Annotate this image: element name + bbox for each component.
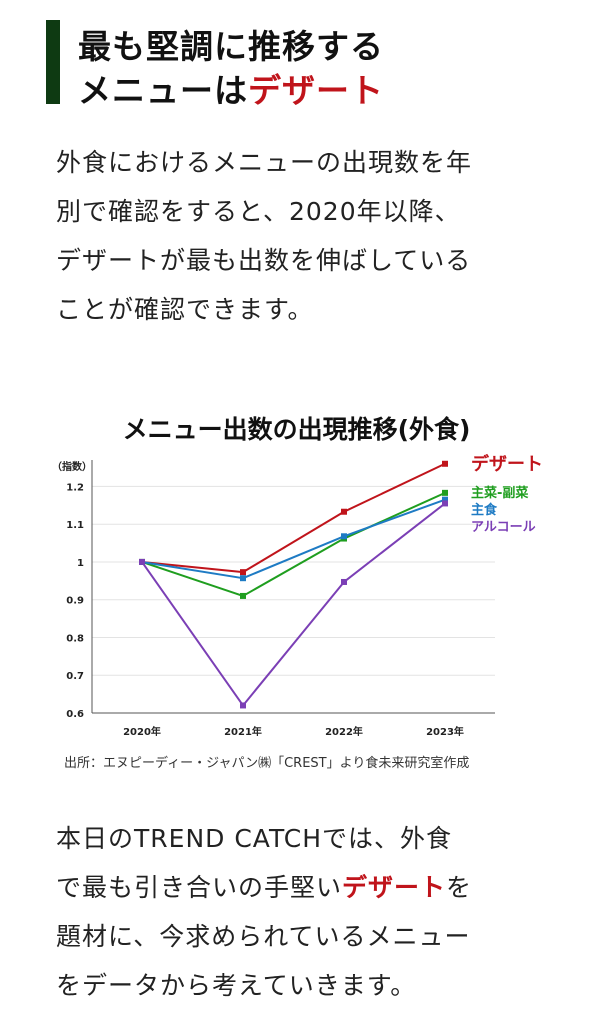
y-tick-label: 0.9 <box>66 596 84 607</box>
heading-line-2: メニューはデザート <box>78 64 384 112</box>
intro-line-1: 外食におけるメニューの出現数を年 <box>56 148 473 177</box>
y-tick-label: 1.1 <box>66 520 84 531</box>
data-point <box>442 460 448 467</box>
y-axis-label: （指数） <box>52 460 92 473</box>
legend-entry: 主食 <box>471 502 498 518</box>
x-tick-label: 2020年 <box>123 725 161 738</box>
outro-line-2-suffix: を <box>446 873 473 902</box>
y-tick-label: 0.6 <box>66 709 84 720</box>
data-point <box>341 508 347 515</box>
data-point <box>341 533 347 540</box>
data-point <box>240 569 246 576</box>
data-point <box>442 496 448 503</box>
heading-highlight: デザート <box>248 71 384 110</box>
y-tick-label: 0.8 <box>66 633 84 644</box>
outro-line-4: をデータから考えていきます。 <box>56 971 417 1000</box>
legend-entry: アルコール <box>471 520 536 535</box>
outro-line-2: で最も引き合いの手堅いデザートを <box>56 863 472 912</box>
intro-paragraph: 外食におけるメニューの出現数を年 別で確認をすると、2020年以降、 デザートが… <box>56 138 472 334</box>
data-point <box>341 578 347 585</box>
y-tick-label: 1.2 <box>66 482 84 493</box>
intro-line-4: ことが確認できます。 <box>56 295 314 324</box>
outro-paragraph: 本日のTREND CATCHでは、外食 で最も引き合いの手堅いデザートを 題材に… <box>56 814 472 1010</box>
heading-line-2-prefix: メニューは <box>78 71 248 110</box>
outro-line-1: 本日のTREND CATCHでは、外食 <box>56 824 453 853</box>
data-point <box>240 592 246 599</box>
x-tick-label: 2021年 <box>224 725 262 738</box>
data-point <box>442 489 448 496</box>
data-point <box>240 575 246 582</box>
chart-title: メニュー出数の出現推移(外食) <box>122 415 471 444</box>
data-point <box>442 500 448 507</box>
x-tick-label: 2022年 <box>325 725 363 738</box>
data-point <box>139 558 145 565</box>
series-line <box>141 462 446 574</box>
data-point <box>240 702 246 709</box>
chart-grid <box>92 485 495 676</box>
heading-line-1: 最も堅調に推移する <box>78 27 384 66</box>
line-chart: 1.2 1.1 1 0.9 0.8 0.7 0.6 （指数） 2020年 2021年 2022年 20… <box>52 453 543 738</box>
x-tick-label: 2023年 <box>426 725 464 738</box>
y-tick-label: 0.7 <box>66 671 84 682</box>
outro-highlight: デザート <box>342 873 447 902</box>
intro-line-2: 別で確認をすると、2020年以降、 <box>56 197 461 226</box>
y-tick-label: 1 <box>77 558 84 569</box>
series-line <box>141 491 446 597</box>
outro-line-3: 題材に、今求められているメニュー <box>56 922 471 951</box>
heading-accent-bar <box>46 20 60 104</box>
intro-line-3: デザートが最も出数を伸ばしている <box>56 246 472 275</box>
source-note: 出所：エヌピーディー・ジャパン㈱「CREST」より食未来研究室作成 <box>64 756 470 771</box>
chart-series <box>139 460 448 709</box>
series-line <box>141 502 446 707</box>
series-line <box>141 498 446 580</box>
chart-axes: 1.2 1.1 1 0.9 0.8 0.7 0.6 （指数） 2020年 2021年 2022年 20… <box>52 460 495 738</box>
legend-entry: 主菜-副菜 <box>471 485 528 501</box>
legend-entry: デザート <box>471 453 543 475</box>
outro-line-2-prefix: で最も引き合いの手堅い <box>56 873 343 902</box>
